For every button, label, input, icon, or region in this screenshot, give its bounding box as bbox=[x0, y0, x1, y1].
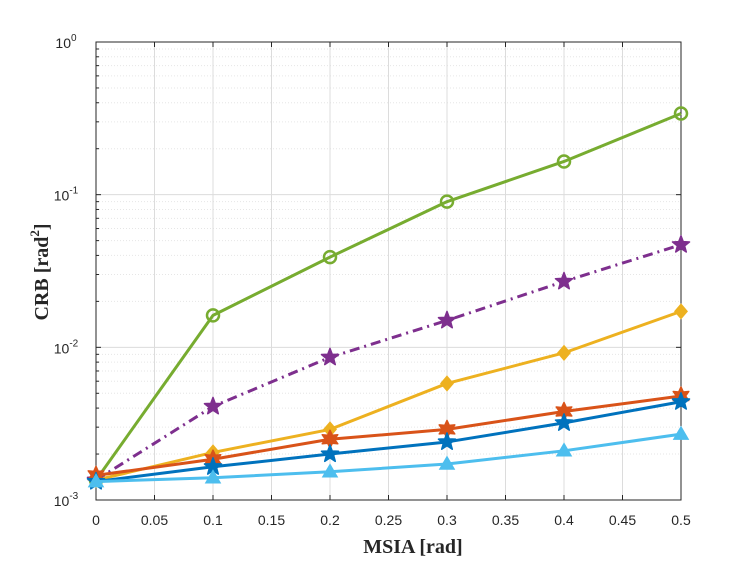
marker-star bbox=[671, 234, 691, 253]
series-line bbox=[95, 309, 682, 482]
x-tick-label: 0.2 bbox=[320, 512, 340, 528]
series-line bbox=[95, 400, 682, 484]
series-line bbox=[95, 243, 682, 482]
grid bbox=[95, 41, 682, 501]
marker-star bbox=[554, 271, 574, 290]
marker-star bbox=[437, 432, 457, 450]
x-tick-label: 0.15 bbox=[258, 512, 285, 528]
marker-triangle bbox=[321, 463, 339, 478]
x-tick-label: 0.25 bbox=[375, 512, 402, 528]
marker-star bbox=[320, 347, 340, 366]
marker-triangle bbox=[672, 425, 690, 440]
marker-star bbox=[554, 413, 574, 431]
x-tick-label: 0.35 bbox=[492, 512, 519, 528]
y-tick-label-base: 10 bbox=[55, 35, 71, 51]
marker-circle bbox=[439, 194, 455, 209]
y-axis-label-superscript: 2 bbox=[27, 230, 42, 237]
marker-circle bbox=[205, 308, 221, 323]
marker-diamond bbox=[557, 344, 571, 362]
series-line bbox=[95, 394, 682, 477]
axes bbox=[95, 41, 682, 501]
y-tick-label: 10-3 bbox=[54, 491, 79, 509]
marker-star bbox=[671, 392, 691, 410]
y-tick-label-exponent: 0 bbox=[71, 33, 77, 44]
x-tick-label: 0.1 bbox=[203, 512, 223, 528]
y-axis-label-suffix: ] bbox=[31, 223, 53, 230]
x-tick-label: 0 bbox=[92, 512, 100, 528]
x-tick-label: 0.5 bbox=[671, 512, 691, 528]
series-lightblue-triangle bbox=[87, 425, 690, 488]
y-tick-label: 10-2 bbox=[54, 338, 79, 356]
x-axis-label: MSIA [rad] bbox=[363, 536, 462, 558]
marker-triangle bbox=[87, 473, 105, 488]
x-tick-label: 0.3 bbox=[437, 512, 457, 528]
marker-diamond bbox=[440, 375, 454, 392]
x-tick-label: 0.4 bbox=[554, 512, 574, 528]
y-tick-label: 10-1 bbox=[54, 186, 79, 204]
x-tick-label: 0.05 bbox=[141, 512, 168, 528]
series-line bbox=[94, 112, 682, 481]
y-tick-label: 100 bbox=[55, 33, 77, 51]
y-tick-label-exponent: -2 bbox=[69, 338, 78, 349]
marker-triangle bbox=[438, 455, 456, 470]
y-tick-label-exponent: -3 bbox=[69, 491, 78, 502]
y-tick-label-base: 10 bbox=[54, 340, 70, 356]
y-tick-label-exponent: -1 bbox=[69, 186, 78, 197]
y-axis-label: CRB [rad2] bbox=[27, 223, 53, 320]
marker-triangle bbox=[555, 442, 573, 457]
x-tick-label: 0.45 bbox=[609, 512, 636, 528]
series-layer bbox=[86, 106, 691, 490]
marker-star bbox=[203, 396, 223, 415]
series-line bbox=[95, 432, 682, 484]
tick-labels: 0 0.05 0.1 0.15 0.2 0.25 0.3 0.35 0.4 0.45 0.510-3… bbox=[54, 33, 691, 528]
marker-circle bbox=[322, 249, 338, 265]
marker-triangle bbox=[204, 469, 222, 484]
series-blue-star bbox=[86, 392, 691, 490]
marker-star bbox=[320, 444, 340, 463]
marker-diamond bbox=[674, 303, 688, 320]
marker-circle bbox=[673, 106, 689, 121]
y-tick-label-base: 10 bbox=[54, 188, 70, 204]
y-axis-label-prefix: CRB [rad bbox=[31, 237, 53, 321]
marker-circle bbox=[556, 154, 572, 169]
y-tick-label-base: 10 bbox=[54, 493, 70, 509]
marker-star bbox=[437, 310, 457, 329]
